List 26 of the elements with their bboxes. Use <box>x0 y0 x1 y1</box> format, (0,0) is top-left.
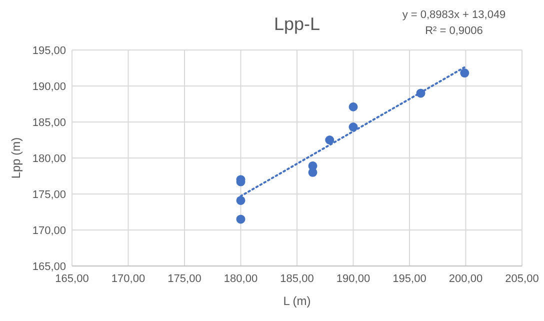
point <box>236 196 246 205</box>
y-axis-title: Lpp (m) <box>9 137 23 179</box>
x-tick-label: 200,00 <box>448 273 483 285</box>
x-tick-label: 185,00 <box>280 273 314 285</box>
text: y = 0,8983x + 13,049 <box>402 9 506 21</box>
x-tick-label: 195,00 <box>392 273 426 285</box>
x-axis-title: L (m) <box>283 294 311 308</box>
chart-title: Lpp-L <box>274 14 320 34</box>
x-tick-label: 165,00 <box>55 273 89 285</box>
y-tick-label: 195,00 <box>32 45 66 57</box>
y-tick-label: 175,00 <box>32 189 66 201</box>
point <box>236 214 246 224</box>
text: R² = 0,9006 <box>425 25 483 37</box>
x-tick-label: 190,00 <box>336 273 370 285</box>
y-tick-label: 170,00 <box>32 225 66 237</box>
x-tick-label: 180,00 <box>224 273 258 285</box>
x-tick-label: 205,00 <box>505 273 539 285</box>
y-tick-label: 165,00 <box>32 261 66 273</box>
x-tick-label: 170,00 <box>111 273 146 285</box>
point <box>460 68 470 78</box>
y-tick-label: 190,00 <box>32 81 66 93</box>
x-tick-label: 175,00 <box>168 273 202 285</box>
point <box>325 136 334 144</box>
point <box>348 102 358 112</box>
y-tick-label: 185,00 <box>32 117 66 129</box>
y-tick-label: 180,00 <box>32 153 66 165</box>
